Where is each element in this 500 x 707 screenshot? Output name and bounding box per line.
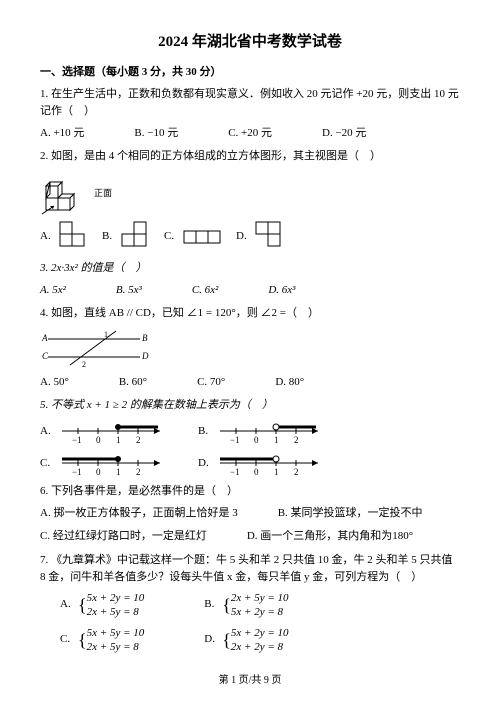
q2-text: 2. 如图，是由 4 个相同的正方体组成的立方体图形，其主视图是（ ） [40, 148, 460, 166]
q7-opt-d-label: D. [204, 631, 218, 649]
q1-opt-d: D. −20 元 [322, 125, 366, 143]
q6-options-row1: A. 掷一枚正方体骰子，正面朝上恰好是 3 B. 某同学投篮球，一定投不中 [40, 505, 460, 523]
svg-text:2: 2 [136, 435, 141, 445]
q1-opt-b: B. −10 元 [134, 125, 178, 143]
q2-opt-b-label: B. [102, 228, 116, 246]
q7-text: 7. 《九章算术》中记载这样一个题：牛 5 头和羊 2 只共值 10 金，牛 2… [40, 552, 460, 587]
q5-numberline-a: −1 0 1 2 [58, 419, 168, 445]
q5-opt-d-label: D. [198, 455, 212, 473]
svg-text:−1: −1 [230, 467, 240, 477]
q2-options: A. B. C. D. [40, 220, 460, 254]
svg-text:1: 1 [274, 435, 279, 445]
svg-text:−1: −1 [72, 467, 82, 477]
q4-text: 4. 如图，直线 AB // CD，已知 ∠1 = 120°，则 ∠2 =（ ） [40, 305, 460, 323]
svg-text:C: C [42, 351, 49, 361]
section-heading: 一、选择题（每小题 3 分，共 30 分） [40, 64, 460, 82]
q2-solid-icon [40, 170, 88, 216]
svg-text:0: 0 [96, 435, 101, 445]
svg-text:A: A [41, 333, 48, 343]
q1-opt-a: A. +10 元 [40, 125, 84, 143]
q3-opt-b: B. 5x³ [116, 282, 142, 300]
q7-opt-a: A. {5x + 2y = 102x + 5y = 8 [60, 591, 144, 620]
svg-text:1: 1 [104, 330, 108, 339]
svg-text:0: 0 [254, 467, 259, 477]
q6-opt-d: D. 画一个三角形，其内角和为180° [247, 528, 413, 546]
q5-options-2: C. −1 0 1 2 D. −1 0 1 2 [40, 451, 460, 477]
q7-opt-d: D. {5x + 2y = 102x + 2y = 8 [204, 626, 288, 655]
q2-opt-d-icon [254, 220, 288, 254]
q4-opt-a: A. 50° [40, 374, 69, 392]
q2-opt-a-label: A. [40, 228, 54, 246]
q4-options: A. 50° B. 60° C. 70° D. 80° [40, 374, 460, 392]
q2-front-label: 正面 [94, 186, 112, 200]
svg-text:1: 1 [116, 435, 121, 445]
q7-opt-c-label: C. [60, 631, 74, 649]
svg-text:1: 1 [116, 467, 121, 477]
q7-opt-b-label: B. [204, 596, 218, 614]
svg-text:1: 1 [274, 467, 279, 477]
q7-options-row2: C. {5x + 5y = 102x + 5y = 8 D. {5x + 2y … [60, 626, 460, 655]
q3-opt-c: C. 6x² [192, 282, 219, 300]
q5-numberline-b: −1 0 1 2 [216, 419, 326, 445]
page-footer: 第 1 页/共 9 页 [0, 673, 500, 689]
svg-text:2: 2 [294, 467, 299, 477]
q3-opt-a: A. 5x² [40, 282, 66, 300]
q7-opt-c: C. {5x + 5y = 102x + 5y = 8 [60, 626, 144, 655]
q2-opt-a-icon [58, 220, 92, 254]
q1-text: 1. 在生产生活中，正数和负数都有现实意义．例如收入 20 元记作 +20 元，… [40, 86, 460, 121]
svg-text:0: 0 [96, 467, 101, 477]
q3-options: A. 5x² B. 5x³ C. 6x² D. 6x³ [40, 282, 460, 300]
q6-opt-a: A. 掷一枚正方体骰子，正面朝上恰好是 3 [40, 505, 238, 523]
q6-opt-c: C. 经过红绿灯路口时，一定是红灯 [40, 528, 207, 546]
page-title: 2024 年湖北省中考数学试卷 [40, 30, 460, 54]
q4-figure: A B C D 1 2 [40, 327, 150, 371]
q2-opt-c-icon [182, 227, 226, 247]
svg-text:−1: −1 [72, 435, 82, 445]
q4-opt-b: B. 60° [119, 374, 147, 392]
q6-opt-b: B. 某同学投篮球，一定投不中 [278, 505, 423, 523]
svg-text:0: 0 [254, 435, 259, 445]
q6-options-row2: C. 经过红绿灯路口时，一定是红灯 D. 画一个三角形，其内角和为180° [40, 528, 460, 546]
svg-text:2: 2 [82, 360, 86, 369]
q2-figure: 正面 [40, 170, 460, 216]
q3-text: 3. 2x·3x² 的值是（ ） [40, 260, 460, 278]
q6-text: 6. 下列各事件是，是必然事件的是（ ） [40, 483, 460, 501]
q5-opt-c-label: C. [40, 455, 54, 473]
svg-text:D: D [141, 351, 149, 361]
svg-text:−1: −1 [230, 435, 240, 445]
q3-opt-d: D. 6x³ [268, 282, 295, 300]
q5-options: A. −1 0 1 2 B. −1 0 1 2 [40, 419, 460, 445]
svg-text:B: B [142, 333, 148, 343]
q7-opt-b: B. {2x + 5y = 105x + 2y = 8 [204, 591, 288, 620]
q2-opt-b-icon [120, 220, 154, 254]
q2-opt-d-label: D. [236, 228, 250, 246]
q5-opt-a-label: A. [40, 423, 54, 441]
q5-text: 5. 不等式 x + 1 ≥ 2 的解集在数轴上表示为（ ） [40, 397, 460, 415]
q2-opt-c-label: C. [164, 228, 178, 246]
q5-opt-b-label: B. [198, 423, 212, 441]
q7-options-row1: A. {5x + 2y = 102x + 5y = 8 B. {2x + 5y … [60, 591, 460, 620]
q4-opt-c: C. 70° [197, 374, 225, 392]
q4-opt-d: D. 80° [275, 374, 304, 392]
q1-options: A. +10 元 B. −10 元 C. +20 元 D. −20 元 [40, 125, 460, 143]
q5-numberline-d: −1 0 1 2 [216, 451, 326, 477]
svg-text:2: 2 [294, 435, 299, 445]
q1-opt-c: C. +20 元 [228, 125, 272, 143]
svg-text:2: 2 [136, 467, 141, 477]
q5-numberline-c: −1 0 1 2 [58, 451, 168, 477]
q7-opt-a-label: A. [60, 596, 74, 614]
